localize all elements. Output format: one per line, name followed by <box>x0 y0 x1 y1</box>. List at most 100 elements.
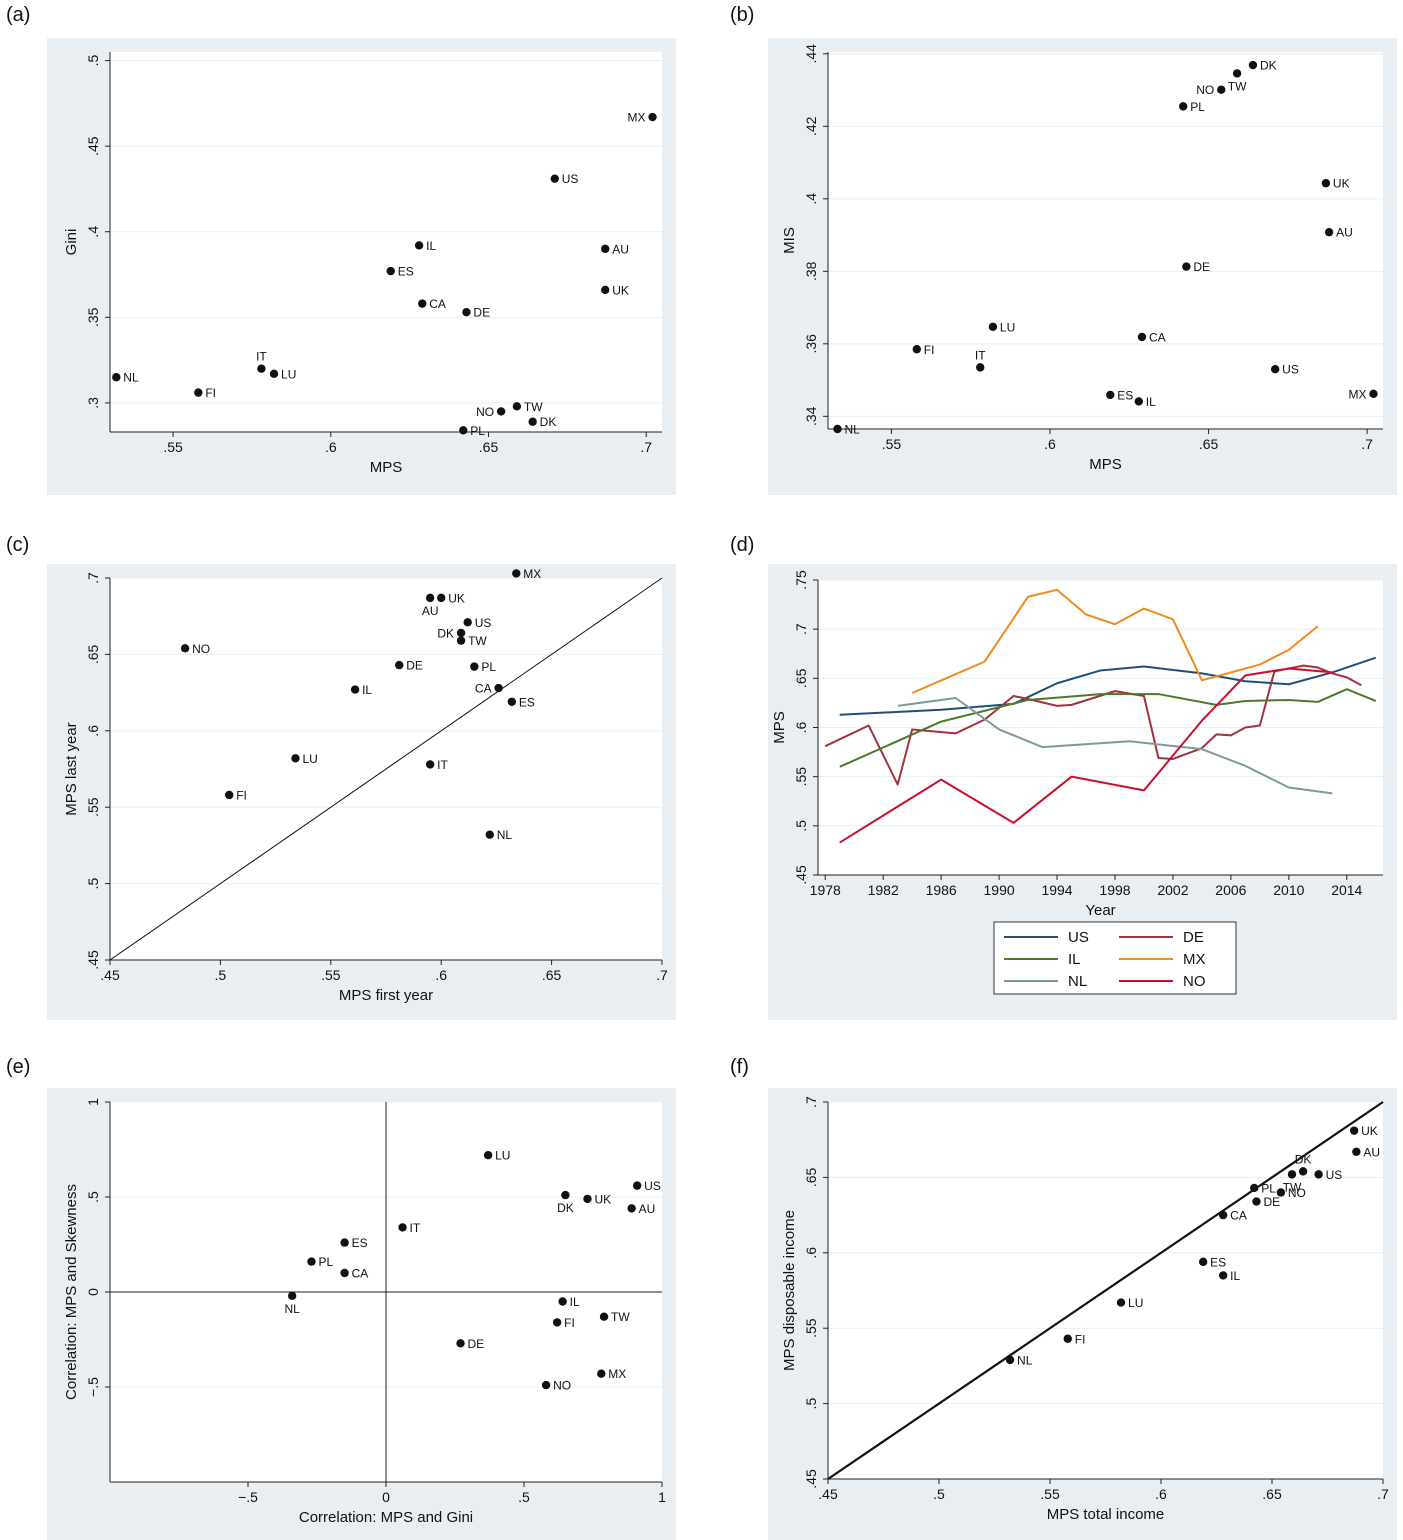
x-tick-label: .7 <box>1361 436 1373 452</box>
y-tick-label: .36 <box>803 334 819 354</box>
point-label-it: IT <box>437 758 448 772</box>
data-point-dk <box>1248 60 1258 70</box>
data-point-es <box>340 1238 349 1247</box>
x-tick-label: .5 <box>518 1489 530 1505</box>
series-line-us <box>839 656 1377 716</box>
point-label-no: NO <box>476 405 494 419</box>
x-tick-label: 2006 <box>1215 882 1246 898</box>
point-label-lu: LU <box>1000 320 1015 334</box>
data-point-us <box>632 1181 642 1190</box>
point-label-es: ES <box>1117 388 1133 402</box>
y-tick-label: .5 <box>793 820 809 832</box>
point-label-au: AU <box>639 1202 656 1216</box>
point-label-es: ES <box>1210 1255 1226 1269</box>
data-point-de <box>456 1339 465 1348</box>
y-tick-label: .4 <box>85 226 101 238</box>
data-point-ca <box>418 299 427 308</box>
x-tick-label: .45 <box>818 1486 838 1502</box>
data-point-ca <box>1137 332 1147 342</box>
x-tick-label: 0 <box>382 1489 390 1505</box>
point-label-dk: DK <box>1260 59 1277 73</box>
data-point-fi <box>552 1318 562 1327</box>
x-axis-title: MPS <box>370 459 403 476</box>
legend: US DE IL MX NL NO <box>993 921 1237 995</box>
legend-label-mx: MX <box>1183 951 1206 968</box>
data-point-ca <box>1218 1210 1228 1220</box>
series-line-no <box>839 667 1333 844</box>
x-tick-label: 2002 <box>1157 882 1188 898</box>
data-point-no <box>496 407 506 416</box>
point-label-dk: DK <box>1295 1152 1312 1166</box>
data-point-lu <box>483 1151 493 1160</box>
data-point-tw <box>1287 1170 1297 1179</box>
y-tick-label: .65 <box>803 1167 819 1187</box>
data-point-fi <box>912 345 921 354</box>
y-tick-label: .55 <box>85 797 101 817</box>
x-tick-label: 2014 <box>1331 882 1362 898</box>
x-tick-label: 2010 <box>1273 882 1304 898</box>
y-tick-label: .75 <box>793 570 809 590</box>
y-tick-label: .7 <box>803 1096 819 1108</box>
panel-tag-b: (b) <box>730 4 755 26</box>
point-label-ca: CA <box>429 297 446 311</box>
point-label-uk: UK <box>612 283 629 297</box>
chart-d-mps-over-time: 1978 1982 1986 1990 1994 1998 2002 2006 2010 2014… <box>771 570 1383 995</box>
point-label-uk: UK <box>448 591 465 605</box>
y-tick-label: .3 <box>85 397 101 409</box>
data-point-dk <box>528 417 537 426</box>
point-label-ca: CA <box>1149 330 1166 344</box>
x-tick-label: .55 <box>321 967 341 983</box>
point-label-pl: PL <box>470 424 485 438</box>
data-point-ca <box>340 1268 349 1278</box>
point-label-au: AU <box>1363 1145 1380 1159</box>
data-point-nl <box>1005 1355 1015 1365</box>
x-axis-title: MPS total income <box>1047 1506 1165 1523</box>
data-point-pl <box>307 1257 316 1266</box>
y-tick-label: .4 <box>803 193 819 205</box>
point-label-uk: UK <box>594 1192 611 1206</box>
data-point-no <box>1217 85 1226 94</box>
point-label-lu: LU <box>1128 1296 1143 1310</box>
y-axis-title: MPS last year <box>63 722 80 815</box>
y-tick-label: 1 <box>85 1098 101 1106</box>
data-point-es <box>386 266 395 276</box>
data-point-uk <box>1321 179 1331 188</box>
legend-label-il: IL <box>1068 951 1081 968</box>
point-label-tw: TW <box>524 400 543 414</box>
y-tick-label: .38 <box>803 261 819 281</box>
data-point-fi <box>1063 1334 1072 1343</box>
x-tick-label: −.5 <box>238 1489 258 1505</box>
point-label-lu: LU <box>302 752 317 766</box>
data-point-es <box>507 697 517 706</box>
plot-area <box>110 52 662 432</box>
point-label-us: US <box>1326 1168 1343 1182</box>
x-axis-title: Year <box>1085 902 1115 919</box>
data-point-pl <box>470 662 479 671</box>
y-tick-label: .7 <box>793 623 809 635</box>
y-tick-label: .6 <box>793 721 809 733</box>
data-point-us <box>1270 364 1280 374</box>
point-label-il: IL <box>1146 395 1156 409</box>
data-point-il <box>1218 1271 1228 1280</box>
data-point-mx <box>512 569 521 578</box>
point-label-ca: CA <box>352 1267 369 1281</box>
data-point-il <box>350 685 360 694</box>
data-point-mx <box>1369 389 1378 399</box>
point-label-es: ES <box>519 695 535 709</box>
series-line-nl <box>897 697 1333 795</box>
chart-b-mis-vs-mps: .55 .6 .65 .7 .34 .36 .38 .4 .42 .44 MPS MIS NL FI IT L… <box>781 44 1383 473</box>
x-tick-label: 1 <box>658 1489 666 1505</box>
point-label-dk: DK <box>437 627 454 641</box>
point-label-mx: MX <box>523 567 541 581</box>
point-label-fi: FI <box>564 1316 575 1330</box>
point-label-dk: DK <box>540 415 557 429</box>
x-tick-label: .65 <box>1262 1486 1282 1502</box>
data-point-pl <box>1250 1183 1259 1193</box>
x-tick-label: .55 <box>163 439 183 455</box>
y-tick-label: .5 <box>85 1191 101 1203</box>
point-label-uk: UK <box>1333 177 1350 191</box>
data-point-it <box>257 364 266 373</box>
x-tick-label: 1982 <box>868 882 899 898</box>
chart-e-correlations: −.5 0 .5 1 −.5 0 .5 1 Correlation: MPS and Gini C… <box>63 1098 666 1526</box>
data-point-tw <box>599 1312 609 1321</box>
